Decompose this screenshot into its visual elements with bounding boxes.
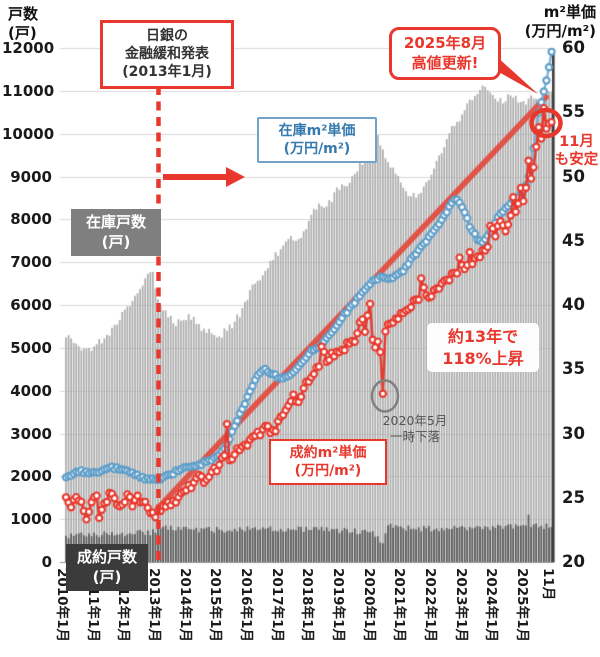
right-axis-tick-label: 20 [562,552,585,571]
inventory-count-legend: 在庫戸数 (戸) [71,209,161,256]
right-axis-tick-label: 55 [562,102,585,122]
left-axis-tick-label: 12000 [2,39,55,57]
x-axis-tick-label: 2023年1月 [452,568,469,642]
rise-13y-note: 約13年で 118%上昇 [427,323,539,373]
left-axis-title: 戸数 (戸) [8,5,39,42]
right-axis-tick-label: 50 [562,166,585,186]
contract-count-legend: 成約戸数 (戸) [66,544,148,591]
left-axis-tick-label: 6000 [10,296,52,314]
x-axis-tick-label: 2015年1月 [207,568,224,642]
x-axis-tick-label: 2016年1月 [237,568,254,642]
right-axis-tick-label: 30 [562,423,585,443]
left-axis-tick-label: 5000 [10,338,52,357]
left-axis-tick-label: 4000 [10,381,52,400]
x-axis-tick-label: 11月 [539,568,556,601]
left-axis-tick-label: 11000 [2,81,55,100]
nov-stable-note: 11月 も安定 [554,134,599,169]
right-axis-tick-label: 45 [562,230,585,250]
left-axis-tick-label: 1000 [10,510,52,529]
x-axis-tick-label: 2014年1月 [176,568,193,642]
boj-easing-callout: 日銀の 金融緩和発表 (2013年1月) [100,20,234,89]
left-axis-tick-label: 8000 [10,210,52,229]
left-axis-tick-label: 0 [41,553,52,571]
x-axis-tick-label: 2018年1月 [299,568,316,642]
right-axis-tick-label: 25 [562,487,585,507]
x-axis-tick-label: 2013年1月 [145,568,162,642]
x-axis-tick-label: 2021年1月 [391,568,408,642]
left-axis-tick-label: 2000 [10,467,52,486]
left-axis-tick-label: 7000 [10,253,52,272]
right-axis-tick-label: 40 [562,295,585,314]
covid-dip-note: 2020年5月 一時下落 [382,413,448,445]
inventory-price-legend: 在庫m²単価 (万円/m²) [257,117,377,164]
x-axis-tick-label: 2019年1月 [329,568,346,642]
contract-price-legend: 成約m²単価 (万円/m²) [269,439,387,486]
x-axis-tick-label: 2020年1月 [360,568,377,642]
x-axis-tick-label: 2024年1月 [483,568,500,642]
left-axis-tick-label: 3000 [10,424,52,443]
left-axis-tick-label: 10000 [2,124,55,143]
x-axis-tick-label: 2025年1月 [513,568,530,642]
x-axis-tick-label: 2017年1月 [268,568,285,642]
right-axis-tick-label: 60 [562,38,585,57]
left-axis-tick-label: 9000 [10,167,52,186]
right-axis-title: m²単価 (万円/m²) [524,3,596,40]
right-axis-tick-label: 35 [562,359,585,379]
record-high-callout: 2025年8月 高値更新! [389,27,501,80]
x-axis-tick-label: 2022年1月 [421,568,438,642]
